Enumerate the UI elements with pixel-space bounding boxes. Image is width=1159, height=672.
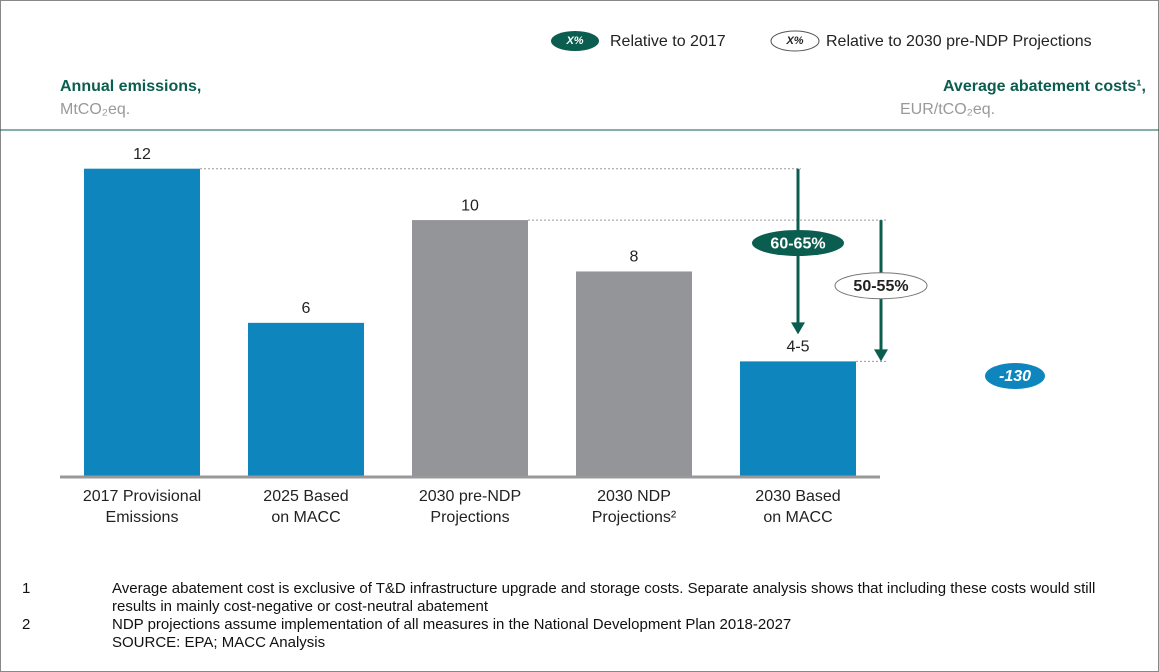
x-tick-label: Projections² [592, 509, 677, 526]
y2-axis-unit: EUR/tCO₂eq. [900, 101, 995, 118]
x-tick-label: Emissions [106, 509, 179, 526]
annotation: -130 [999, 368, 1031, 385]
legend-label: Relative to 2017 [610, 33, 726, 50]
legend-marker: X% [565, 35, 583, 47]
annotation-pill [834, 272, 928, 300]
annotation: 50-55% [853, 278, 908, 295]
x-tick-label: Projections [430, 509, 509, 526]
source: SOURCE: EPA; MACC Analysis [112, 634, 326, 651]
y-axis-unit: MtCO₂eq. [60, 101, 130, 118]
arrow-head [791, 322, 805, 335]
x-tick-label: on MACC [271, 509, 340, 526]
footnote-text: NDP projections assume implementation of… [112, 616, 792, 633]
x-tick-label: 2030 Based [755, 488, 840, 505]
value-label: 10 [461, 197, 479, 214]
value-label: 12 [133, 146, 151, 163]
legend-marker-filled [551, 31, 599, 51]
bar [740, 361, 856, 477]
footnote-number: 2 [22, 616, 31, 633]
bar [412, 220, 528, 478]
legend-marker-outline [770, 30, 820, 52]
value-label: 6 [302, 300, 311, 317]
x-tick-label: 2017 Provisional [83, 488, 201, 505]
value-label: 4-5 [786, 339, 809, 356]
value-label: 8 [630, 249, 639, 266]
annotation-pill [752, 230, 844, 257]
bar [576, 271, 692, 477]
bar [84, 168, 200, 477]
legend-marker: X% [785, 35, 803, 47]
legend-label: Relative to 2030 pre-NDP Projections [826, 33, 1092, 50]
annotation-pill [985, 363, 1045, 389]
x-tick-label: 2030 NDP [597, 488, 671, 505]
annotation: 60-65% [770, 235, 825, 252]
y2-axis-title: Average abatement costs¹, [943, 78, 1146, 95]
y-axis-title: Annual emissions, [60, 78, 201, 95]
arrow-head [874, 349, 888, 362]
bar [248, 322, 364, 477]
x-tick-label: 2025 Based [263, 488, 348, 505]
x-tick-label: 2030 pre-NDP [419, 488, 521, 505]
footnote-number: 1 [22, 580, 31, 597]
footnote-text: Average abatement cost is exclusive of T… [112, 580, 1096, 615]
x-tick-label: on MACC [763, 509, 832, 526]
